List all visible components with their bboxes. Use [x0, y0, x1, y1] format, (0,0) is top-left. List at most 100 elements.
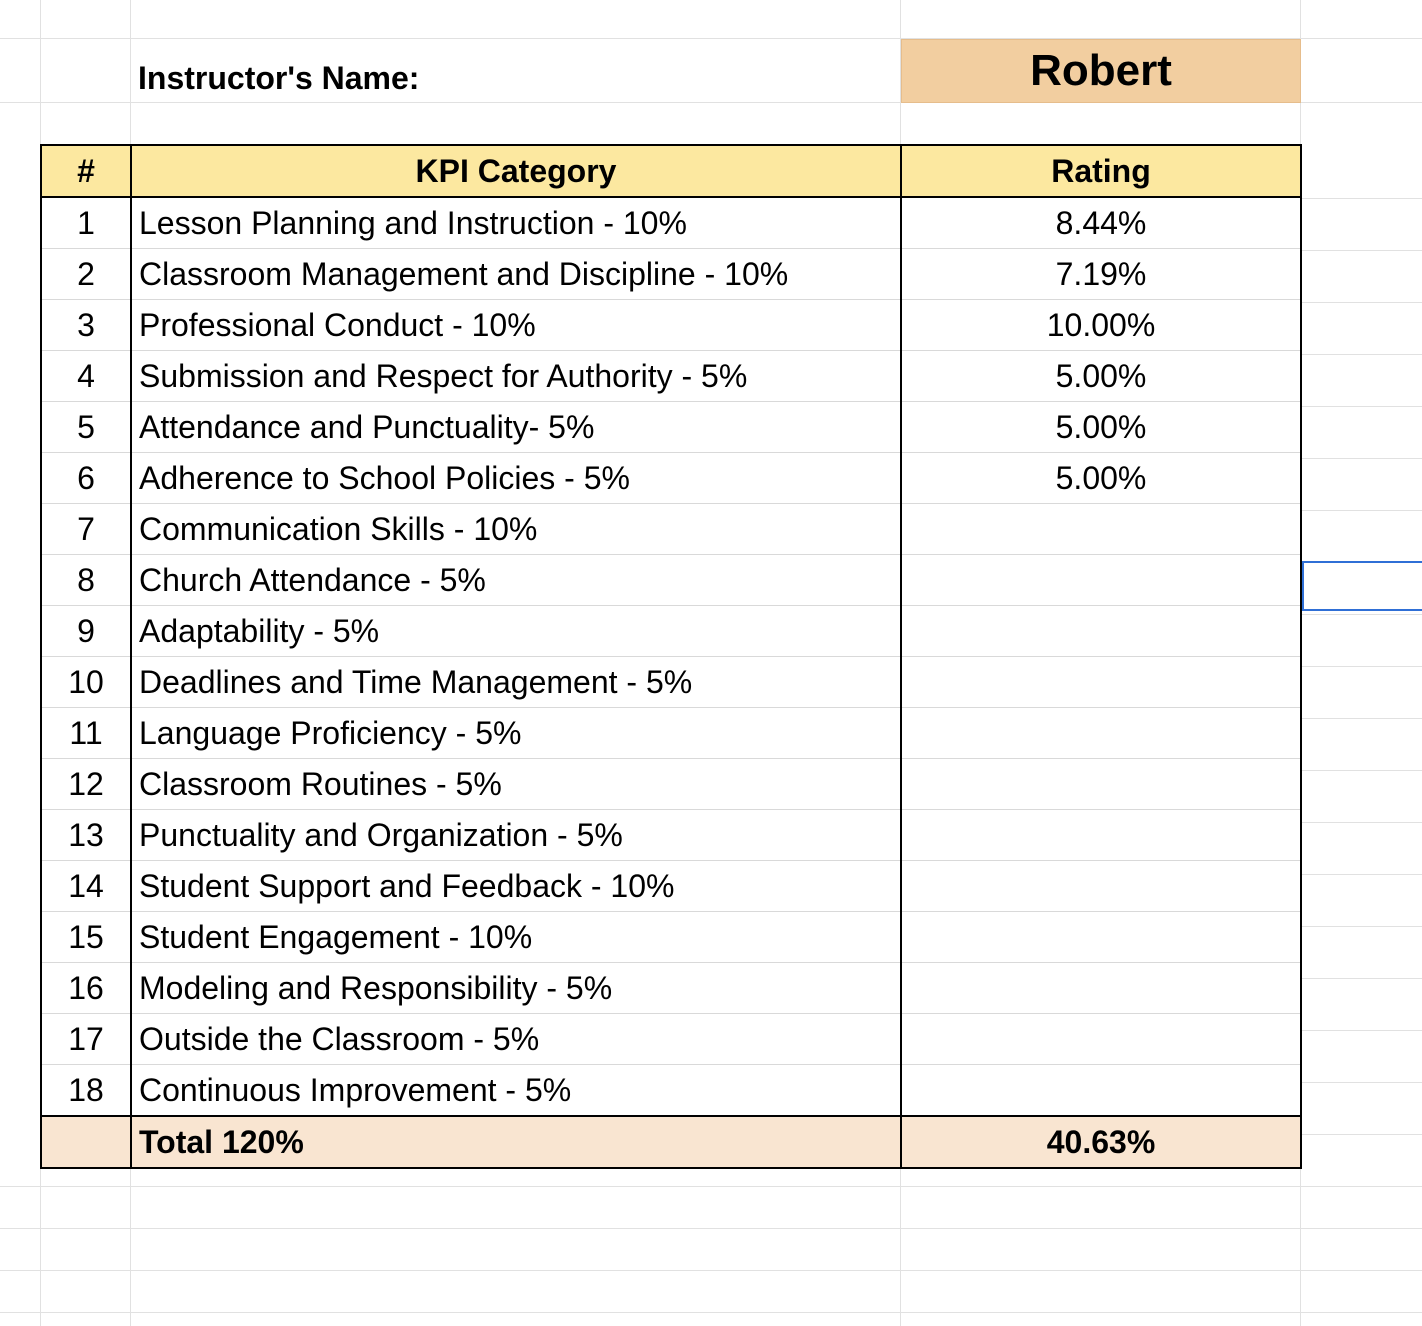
number-cell[interactable]: 7 [40, 503, 132, 555]
table-row: 6 Adherence to School Policies - 5% 5.00% [40, 452, 1302, 504]
gridline-horizontal [0, 1228, 1422, 1229]
rating-cell[interactable]: 5.00% [900, 452, 1302, 504]
instructor-name-cell[interactable]: Robert [901, 39, 1301, 103]
number-cell[interactable]: 2 [40, 248, 132, 300]
rating-cell[interactable]: 5.00% [900, 350, 1302, 402]
rating-cell[interactable] [900, 860, 1302, 912]
table-row: 2 Classroom Management and Discipline - 1… [40, 248, 1302, 300]
category-cell[interactable]: Classroom Routines - 5% [130, 758, 902, 810]
number-cell[interactable]: 1 [40, 196, 132, 249]
total-row: Total 120% 40.63% [40, 1115, 1302, 1169]
table-header-row: # KPI Category Rating [40, 144, 1302, 198]
gridline-horizontal [1300, 458, 1422, 459]
number-cell[interactable]: 8 [40, 554, 132, 606]
number-cell[interactable]: 15 [40, 911, 132, 963]
gridline-horizontal [0, 1186, 1422, 1187]
table-row: 7 Communication Skills - 10% [40, 503, 1302, 555]
rating-cell[interactable] [900, 962, 1302, 1014]
rating-cell[interactable]: 7.19% [900, 248, 1302, 300]
category-cell[interactable]: Student Engagement - 10% [130, 911, 902, 963]
number-cell[interactable]: 6 [40, 452, 132, 504]
total-rating-cell[interactable]: 40.63% [900, 1115, 1302, 1169]
table-row: 13 Punctuality and Organization - 5% [40, 809, 1302, 861]
gridline-horizontal [1300, 822, 1422, 823]
table-row: 16 Modeling and Responsibility - 5% [40, 962, 1302, 1014]
column-header-category[interactable]: KPI Category [130, 144, 902, 198]
number-cell[interactable]: 18 [40, 1064, 132, 1117]
category-cell[interactable]: Adaptability - 5% [130, 605, 902, 657]
gridline-horizontal [1300, 198, 1422, 199]
number-cell[interactable]: 16 [40, 962, 132, 1014]
table-row: 5 Attendance and Punctuality- 5% 5.00% [40, 401, 1302, 453]
category-cell[interactable]: Continuous Improvement - 5% [130, 1064, 902, 1117]
gridline-horizontal [1300, 770, 1422, 771]
table-row: 17 Outside the Classroom - 5% [40, 1013, 1302, 1065]
total-label-cell[interactable]: Total 120% [130, 1115, 902, 1169]
column-header-rating[interactable]: Rating [900, 144, 1302, 198]
category-cell[interactable]: Adherence to School Policies - 5% [130, 452, 902, 504]
gridline-horizontal [1300, 874, 1422, 875]
rating-cell[interactable] [900, 707, 1302, 759]
selected-cell[interactable] [1302, 561, 1422, 611]
category-cell[interactable]: Language Proficiency - 5% [130, 707, 902, 759]
gridline-horizontal [1300, 510, 1422, 511]
rating-cell[interactable]: 8.44% [900, 196, 1302, 249]
gridline-horizontal [1300, 1134, 1422, 1135]
number-cell[interactable]: 12 [40, 758, 132, 810]
category-cell[interactable]: Attendance and Punctuality- 5% [130, 401, 902, 453]
number-cell[interactable]: 10 [40, 656, 132, 708]
table-row: 3 Professional Conduct - 10% 10.00% [40, 299, 1302, 351]
table-row: 10 Deadlines and Time Management - 5% [40, 656, 1302, 708]
number-cell[interactable]: 14 [40, 860, 132, 912]
gridline-horizontal [0, 1270, 1422, 1271]
category-cell[interactable]: Classroom Management and Discipline - 10… [130, 248, 902, 300]
total-number-cell[interactable] [40, 1115, 132, 1169]
category-cell[interactable]: Church Attendance - 5% [130, 554, 902, 606]
rating-cell[interactable] [900, 758, 1302, 810]
gridline-horizontal [1300, 718, 1422, 719]
instructor-name-label: Instructor's Name: [138, 60, 420, 96]
kpi-table: # KPI Category Rating 1 Lesson Planning a… [40, 144, 1302, 1169]
rating-cell[interactable] [900, 1013, 1302, 1065]
rating-cell[interactable]: 10.00% [900, 299, 1302, 351]
number-cell[interactable]: 5 [40, 401, 132, 453]
category-cell[interactable]: Professional Conduct - 10% [130, 299, 902, 351]
category-cell[interactable]: Lesson Planning and Instruction - 10% [130, 196, 902, 249]
rating-cell[interactable] [900, 605, 1302, 657]
number-cell[interactable]: 3 [40, 299, 132, 351]
column-header-number[interactable]: # [40, 144, 132, 198]
number-cell[interactable]: 4 [40, 350, 132, 402]
rating-cell[interactable] [900, 809, 1302, 861]
rating-cell[interactable]: 5.00% [900, 401, 1302, 453]
table-row: 15 Student Engagement - 10% [40, 911, 1302, 963]
rating-cell[interactable] [900, 656, 1302, 708]
gridline-horizontal [0, 102, 1422, 103]
gridline-horizontal [1300, 1082, 1422, 1083]
rating-cell[interactable] [900, 503, 1302, 555]
category-cell[interactable]: Submission and Respect for Authority - 5… [130, 350, 902, 402]
category-cell[interactable]: Modeling and Responsibility - 5% [130, 962, 902, 1014]
table-row: 14 Student Support and Feedback - 10% [40, 860, 1302, 912]
category-cell[interactable]: Student Support and Feedback - 10% [130, 860, 902, 912]
category-cell[interactable]: Outside the Classroom - 5% [130, 1013, 902, 1065]
category-cell[interactable]: Communication Skills - 10% [130, 503, 902, 555]
category-cell[interactable]: Punctuality and Organization - 5% [130, 809, 902, 861]
gridline-horizontal [1300, 666, 1422, 667]
gridline-horizontal [1300, 354, 1422, 355]
category-cell[interactable]: Deadlines and Time Management - 5% [130, 656, 902, 708]
gridline-horizontal [1300, 250, 1422, 251]
table-row: 9 Adaptability - 5% [40, 605, 1302, 657]
number-cell[interactable]: 13 [40, 809, 132, 861]
rating-cell[interactable] [900, 554, 1302, 606]
table-row: 4 Submission and Respect for Authority - … [40, 350, 1302, 402]
number-cell[interactable]: 9 [40, 605, 132, 657]
table-row: 12 Classroom Routines - 5% [40, 758, 1302, 810]
number-cell[interactable]: 17 [40, 1013, 132, 1065]
rating-cell[interactable] [900, 911, 1302, 963]
table-row: 8 Church Attendance - 5% [40, 554, 1302, 606]
rating-cell[interactable] [900, 1064, 1302, 1117]
number-cell[interactable]: 11 [40, 707, 132, 759]
gridline-horizontal [1300, 978, 1422, 979]
gridline-horizontal [1300, 614, 1422, 615]
